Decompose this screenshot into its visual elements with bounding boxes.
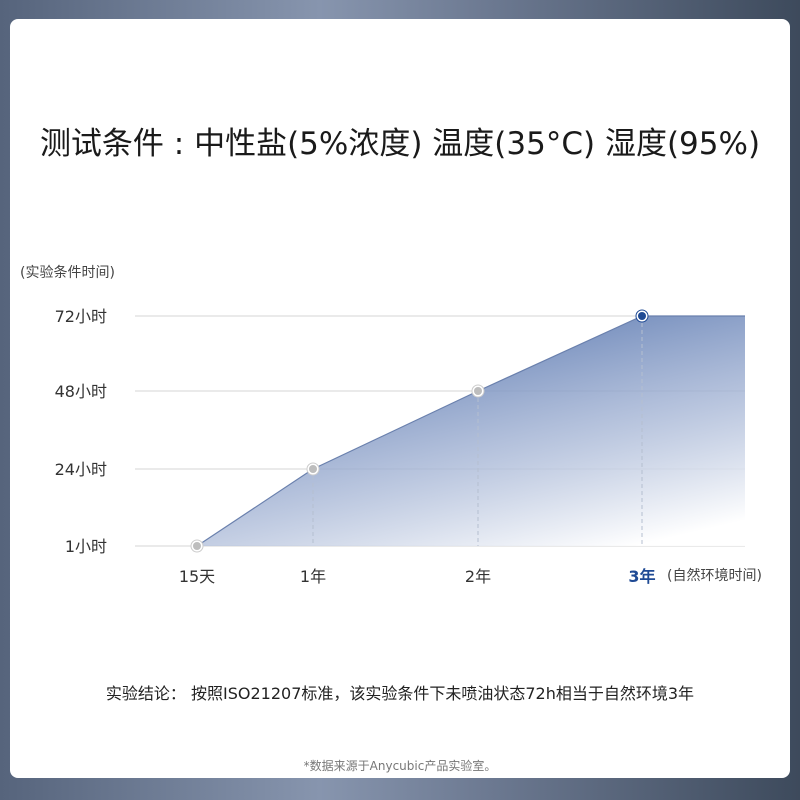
x-tick-label: 1年 bbox=[300, 567, 326, 586]
data-point bbox=[474, 387, 482, 395]
x-tick-label: 2年 bbox=[465, 567, 491, 586]
conclusion: 实验结论： 按照ISO21207标准，该实验条件下未喷油状态72h相当于自然环境… bbox=[105, 684, 695, 703]
area-fill bbox=[197, 316, 745, 546]
x-tick-label: 15天 bbox=[179, 567, 215, 586]
data-point bbox=[309, 465, 317, 473]
y-tick-label: 1小时 bbox=[65, 537, 107, 556]
data-point bbox=[193, 542, 201, 550]
source-note: *数据来源于Anycubic产品实验室。 bbox=[303, 759, 497, 773]
y-tick-label: 24小时 bbox=[55, 460, 107, 479]
x-tick-label: 3年 bbox=[628, 567, 655, 586]
chart-title: 测试条件 : 中性盐(5%浓度) 温度(35°C) 湿度(95%) bbox=[39, 126, 761, 162]
x-axis-label: (自然环境时间) bbox=[667, 567, 762, 584]
y-axis-label: (实验条件时间) bbox=[20, 265, 115, 281]
y-tick-label: 48小时 bbox=[55, 382, 107, 401]
y-tick-label: 72小时 bbox=[55, 307, 107, 326]
data-point bbox=[638, 312, 646, 320]
